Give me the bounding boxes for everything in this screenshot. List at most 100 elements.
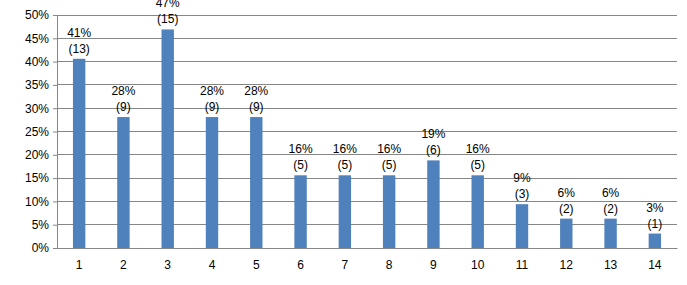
x-tick: 12 — [560, 248, 574, 272]
y-tick: 50% — [25, 8, 57, 22]
x-tick: 13 — [604, 248, 618, 272]
x-tick-label: 5 — [253, 258, 260, 272]
y-tick-label: 0% — [32, 241, 50, 255]
grid-line — [57, 15, 677, 16]
x-tick-label: 12 — [560, 258, 574, 272]
x-tick: 11 — [516, 248, 529, 272]
y-tick: 20% — [25, 148, 57, 162]
data-label: 16%(5) — [466, 142, 490, 172]
x-tick: 3 — [164, 248, 171, 272]
y-tick-mark — [53, 201, 57, 202]
y-tick: 10% — [25, 195, 57, 209]
grid-line — [57, 248, 677, 249]
x-tick-label: 14 — [648, 258, 662, 272]
data-label: 16%(5) — [333, 142, 357, 172]
bar — [117, 117, 129, 248]
bar — [383, 175, 395, 248]
y-tick-mark — [53, 178, 57, 179]
bar — [339, 175, 351, 248]
data-labels: 41%(13)28%(9)47%(15)28%(9)28%(9)16%(5)16… — [67, 0, 664, 231]
y-tick-mark — [53, 225, 57, 226]
grid-line — [57, 131, 677, 132]
grid-line — [57, 224, 677, 225]
x-tick: 5 — [253, 248, 260, 272]
data-label: 28%(9) — [200, 84, 224, 114]
y-tick: 40% — [25, 55, 57, 69]
grid-line — [57, 178, 677, 179]
x-tick-label: 8 — [386, 258, 393, 272]
y-tick: 5% — [32, 218, 57, 232]
bar — [472, 175, 484, 248]
plot: 0%5%10%15%20%25%30%35%40%45%50%123456789… — [25, 0, 678, 272]
data-label: 16%(5) — [377, 142, 401, 172]
bar — [73, 59, 85, 248]
y-tick: 15% — [25, 171, 57, 185]
x-tick: 6 — [297, 248, 304, 272]
y-tick-mark — [53, 85, 57, 86]
y-tick-label: 35% — [25, 78, 49, 92]
x-tick: 2 — [120, 248, 127, 272]
data-label: 6%(2) — [558, 186, 576, 216]
data-label: 3%(1) — [646, 201, 664, 231]
y-tick-mark — [53, 132, 57, 133]
y-tick: 35% — [25, 78, 57, 92]
x-tick-label: 3 — [164, 258, 171, 272]
bar — [604, 219, 616, 248]
x-tick-label: 1 — [76, 258, 83, 272]
data-label: 19%(6) — [421, 127, 445, 157]
grid-line — [57, 84, 677, 85]
x-tick-label: 9 — [430, 258, 437, 272]
x-axis-line — [58, 248, 678, 249]
bar — [206, 117, 218, 248]
bar — [250, 117, 262, 248]
x-tick-label: 10 — [471, 258, 485, 272]
x-tick-label: 6 — [297, 258, 304, 272]
y-tick-label: 25% — [25, 125, 49, 139]
y-axis-line — [57, 16, 58, 249]
y-tick: 30% — [25, 102, 57, 116]
x-tick-label: 2 — [120, 258, 127, 272]
bars — [73, 29, 661, 248]
y-tick-label: 50% — [25, 8, 49, 22]
x-tick: 9 — [430, 248, 437, 272]
x-axis: 1234567891011121314 — [58, 248, 678, 272]
x-tick: 14 — [648, 248, 662, 272]
x-tick: 7 — [342, 248, 349, 272]
bar — [294, 175, 306, 248]
data-label: 28%(9) — [111, 84, 135, 114]
data-label: 16%(5) — [289, 142, 313, 172]
grid — [57, 15, 677, 248]
grid-line — [57, 154, 677, 155]
x-tick-label: 7 — [342, 258, 349, 272]
y-tick-label: 15% — [25, 171, 49, 185]
grid-line — [57, 201, 677, 202]
y-axis: 0% 5% 10% 15% 20% 25% 30% 35% 40% 45% 50% — [25, 8, 58, 255]
y-tick-label: 40% — [25, 55, 49, 69]
x-tick: 10 — [471, 248, 485, 272]
y-tick-label: 20% — [25, 148, 49, 162]
grid-line — [57, 38, 677, 39]
y-tick-label: 5% — [32, 218, 50, 232]
bar — [162, 29, 174, 248]
grid-line — [57, 108, 677, 109]
y-tick-mark — [53, 248, 57, 249]
data-label: 9%(3) — [513, 171, 531, 201]
y-tick-mark — [53, 155, 57, 156]
data-label: 28%(9) — [244, 84, 268, 114]
x-tick: 4 — [209, 248, 216, 272]
x-tick: 1 — [76, 248, 83, 272]
y-tick-label: 10% — [25, 195, 49, 209]
y-tick-mark — [53, 38, 57, 39]
y-tick-label: 30% — [25, 102, 49, 116]
y-tick-mark — [53, 62, 57, 63]
bar — [516, 204, 528, 248]
x-tick-label: 11 — [516, 258, 529, 272]
y-tick: 45% — [25, 32, 57, 46]
x-tick: 8 — [386, 248, 393, 272]
x-tick-label: 4 — [209, 258, 216, 272]
data-label: 6%(2) — [602, 186, 620, 216]
y-tick-mark — [53, 15, 57, 16]
grid-line — [57, 61, 677, 62]
x-tick-label: 13 — [604, 258, 618, 272]
y-tick-label: 45% — [25, 32, 49, 46]
